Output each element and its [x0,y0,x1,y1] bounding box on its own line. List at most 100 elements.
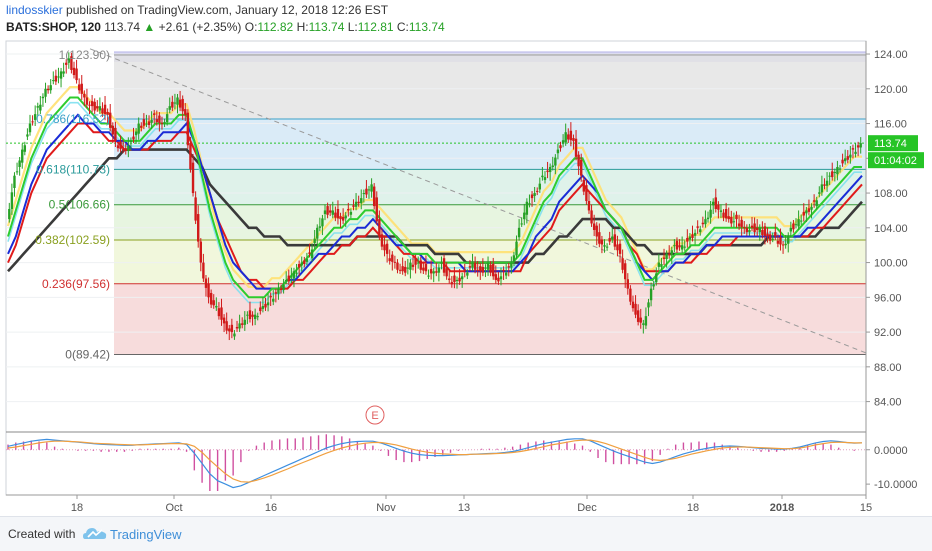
time-tick-label: Nov [376,502,396,514]
candle-body [54,75,58,82]
candle-body [380,234,384,247]
candle-body [150,119,153,123]
candle-body [328,210,332,213]
candle-body [766,233,769,237]
author-link[interactable]: lindosskier [6,3,63,17]
candle-body [396,262,399,270]
dashed-trendline [89,48,867,354]
candle-body [26,134,29,137]
candle-body [189,143,192,170]
candle-body [618,243,622,254]
candle-body [83,93,86,98]
candle-body [859,143,862,148]
candle-body [176,97,179,105]
time-tick-label: Oct [165,502,182,514]
candle-body [15,171,19,173]
price-chart[interactable]: 1(123.90) 0.786(116.52) 0.618(110.73) 0.5(1… [0,0,932,516]
fib-level-label: 0(89.42) [65,347,110,361]
candle-body [851,148,855,150]
candle-body [639,317,642,323]
candle-body [235,327,239,329]
candle-body [383,244,386,251]
candle-body [815,200,818,207]
candle-body [310,249,314,259]
candle-body [197,214,200,242]
price-tick-label: 100.00 [874,258,908,270]
candle-body [515,241,518,256]
candle-body [414,258,417,265]
candle-body [763,226,767,236]
candle-body [574,138,578,157]
candle-body [608,237,611,242]
fib-band [114,204,866,241]
fib-labels: 1(123.90) 0.786(116.52) 0.618(110.73) 0.5(1… [35,48,110,362]
candle-body [269,295,272,298]
candle-body [290,276,293,278]
countdown-tag-label: 01:04:02 [874,155,917,167]
candle-body [504,272,508,276]
macd-line [7,438,863,489]
candle-body [365,188,368,195]
time-tick-label: 13 [458,502,470,514]
candle-body [750,225,754,228]
candle-body [243,319,246,325]
tradingview-logo-icon[interactable] [82,525,108,543]
candle-body [147,121,151,125]
tradingview-brand[interactable]: TradingView [110,527,182,542]
candle-body [732,221,736,223]
candle-body [831,171,834,178]
created-with-text: Created with [8,527,76,541]
candle-body [158,115,161,123]
candle-body [437,267,441,273]
symbol-label[interactable]: BATS:SHOP, 120 [6,20,101,34]
price-change: +2.61 (+2.35%) [158,20,242,34]
candle-body [476,269,479,271]
candle-body [564,132,567,143]
time-tick-label: 18 [71,502,83,514]
candle-body [153,113,156,115]
candle-body [691,234,694,238]
candle-body [160,122,164,124]
candle-body [841,159,844,164]
candle-body [768,234,772,241]
candle-body [251,314,254,317]
candle-body [21,149,24,163]
open-value: 112.82 [257,20,294,34]
candle-body [404,266,407,273]
candle-body [411,264,415,267]
candle-body [582,180,586,192]
candle-body [494,274,498,280]
candle-body [466,272,469,276]
candle-body [686,237,689,242]
candle-body [587,201,591,211]
candle-body [727,216,730,220]
candle-body [186,112,190,146]
candles [8,52,862,341]
macd-tick-label: -10.0000 [874,479,917,491]
price-tick-label: 108.00 [874,188,908,200]
candle-body [344,215,347,219]
candle-body [678,245,681,248]
published-text: published on TradingView.com, January 12… [66,3,389,17]
candle-body [362,193,366,195]
candle-body [525,201,529,215]
candle-body [748,229,751,233]
candle-body [326,206,329,215]
candle-body [794,224,798,226]
candle-body [303,260,306,265]
candle-body [233,333,236,337]
candle-body [372,186,376,207]
candle-body [59,71,63,79]
price-tick-label: 116.00 [874,119,907,131]
candle-body [318,226,322,228]
candle-body [225,321,228,331]
candle-body [261,306,265,309]
candle-body [163,122,166,124]
candle-body [116,145,120,149]
candle-body [683,246,686,248]
candle-body [569,130,573,141]
candle-body [111,125,115,135]
candle-body [121,148,125,150]
candle-body [173,102,177,104]
candle-body [41,96,45,99]
